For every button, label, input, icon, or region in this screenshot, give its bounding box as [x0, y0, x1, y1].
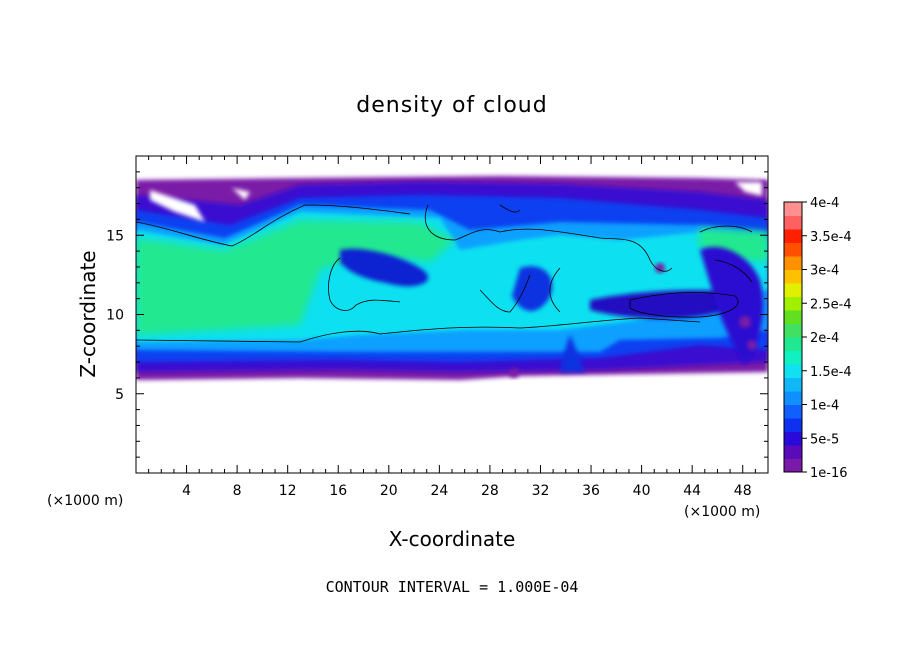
colorbar-segment: [784, 337, 802, 351]
colorbar-label: 1.5e-4: [810, 365, 852, 380]
contour-interval-note: CONTOUR INTERVAL = 1.000E-04: [326, 578, 579, 596]
x-axis-title: X-coordinate: [389, 527, 516, 551]
colorbar-label: 4e-4: [810, 196, 839, 211]
colorbar-segment: [784, 404, 802, 419]
x-tick-label: 40: [633, 483, 651, 499]
y-axis-ticks: 5 10 15: [106, 171, 768, 458]
x-tick-label: 24: [430, 483, 448, 499]
y-axis-title: Z-coordinate: [76, 250, 100, 377]
y-tick-label: 10: [106, 308, 124, 324]
colorbar-segment: [784, 364, 802, 378]
colorbar-labels: 1e-16 5e-5 1e-4 1.5e-4 2e-4 2.5e-4 3e-4 3.5e-4 4…: [802, 196, 852, 481]
colorbar: [783, 201, 803, 473]
x-axis-ticks: 4 8 12 16 20 24 28 32 36 40 44 48: [148, 156, 756, 499]
colorbar-label: 1e-4: [810, 399, 839, 414]
colorbar-label: 5e-5: [810, 432, 839, 447]
colorbar-segment: [784, 296, 802, 311]
x-unit-label: (×1000 m): [684, 504, 760, 520]
x-tick-label: 20: [380, 483, 398, 499]
z-unit-label: (×1000 m): [47, 493, 123, 509]
colorbar-segment: [784, 310, 802, 324]
y-tick-label: 5: [115, 387, 124, 403]
x-tick-label: 48: [734, 483, 752, 499]
x-tick-label: 4: [182, 483, 191, 499]
colorbar-segment: [784, 458, 802, 473]
colorbar-segment: [784, 431, 802, 446]
colorbar-segment: [784, 445, 802, 459]
colorbar-label: 3.5e-4: [810, 230, 852, 245]
colorbar-segment: [784, 202, 802, 216]
colorbar-segment: [784, 391, 802, 405]
colorbar-segment: [784, 256, 802, 270]
colorbar-segment: [784, 269, 802, 284]
colorbar-segment: [784, 323, 802, 338]
x-tick-label: 16: [329, 483, 347, 499]
x-tick-label: 12: [279, 483, 297, 499]
x-tick-label: 8: [233, 483, 242, 499]
x-tick-label: 28: [481, 483, 499, 499]
colorbar-label: 3e-4: [810, 264, 839, 279]
colorbar-segment: [784, 215, 802, 230]
chart-title: density of cloud: [356, 93, 547, 118]
x-tick-label: 32: [532, 483, 550, 499]
density-field: [136, 176, 768, 380]
colorbar-segment: [784, 418, 802, 432]
colorbar-segment: [784, 377, 802, 392]
colorbar-segment: [784, 229, 802, 243]
colorbar-label: 2e-4: [810, 331, 839, 346]
x-tick-label: 44: [683, 483, 701, 499]
colorbar-segment: [784, 350, 802, 365]
x-tick-label: 36: [582, 483, 600, 499]
colorbar-label: 2.5e-4: [810, 297, 852, 312]
colorbar-label: 1e-16: [810, 466, 848, 481]
y-tick-label: 15: [106, 228, 124, 244]
colorbar-segment: [784, 283, 802, 297]
colorbar-segment: [784, 242, 802, 257]
